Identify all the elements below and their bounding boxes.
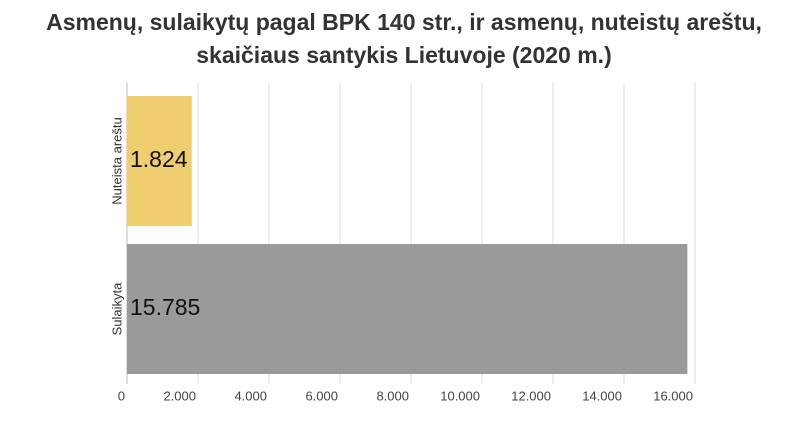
x-tick-label: 8.000: [376, 388, 409, 403]
x-tick-label: 2.000: [163, 388, 196, 403]
x-tick-label: 16.000: [653, 388, 693, 403]
y-tick-label: Sulaikyta: [109, 282, 124, 336]
x-tick-label: 10.000: [440, 388, 480, 403]
x-tick-label: 14.000: [582, 388, 622, 403]
bar: [127, 96, 192, 226]
x-tick-label: 0: [118, 388, 125, 403]
value-label: 15.785: [130, 294, 200, 320]
x-tick-label: 4.000: [234, 388, 267, 403]
y-tick-label: Nuteista areštu: [109, 117, 124, 204]
x-tick-label: 6.000: [305, 388, 338, 403]
chart-title: Asmenų, sulaikytų pagal BPK 140 str., ir…: [46, 9, 762, 68]
bar: [127, 244, 688, 374]
x-tick-label: 12.000: [511, 388, 551, 403]
value-label: 1.824: [130, 146, 188, 172]
